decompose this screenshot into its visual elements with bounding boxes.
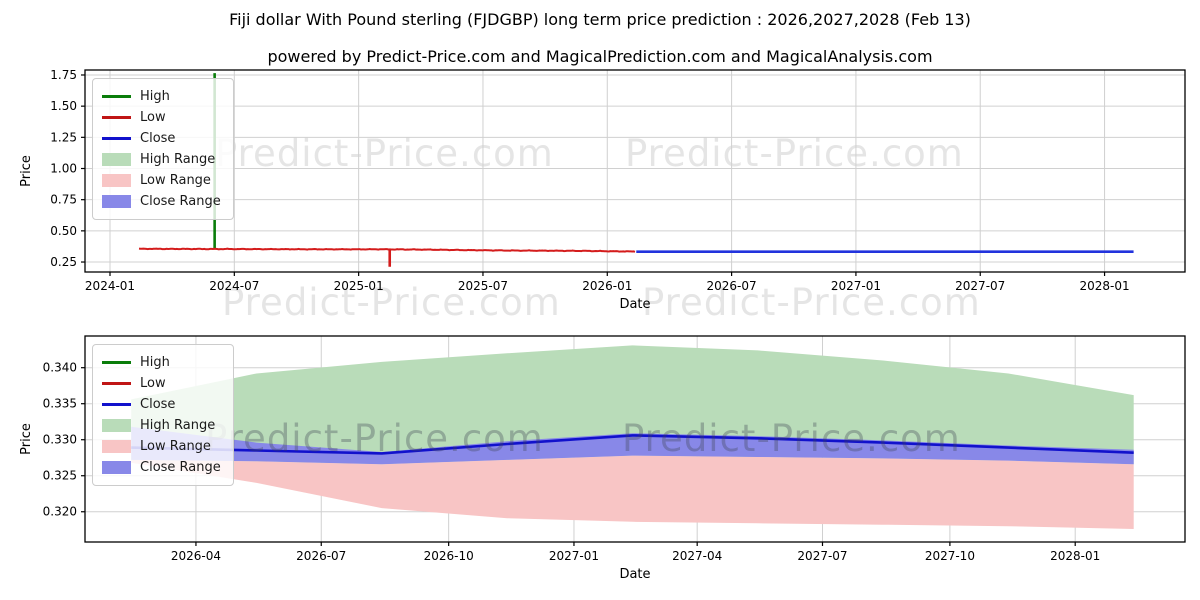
legend-item-label: High Range — [140, 418, 216, 433]
legend-item-label: High Range — [140, 152, 216, 167]
legend-patch-swatch — [102, 174, 131, 187]
legend-line-swatch — [102, 95, 131, 98]
history-legend: High Low Close High Range Low Range Close Ran… — [92, 78, 234, 220]
x-tick-label: 2027-07 — [955, 279, 1005, 293]
legend-item: Low Range — [102, 436, 221, 457]
x-tick-label: 2027-01 — [831, 279, 881, 293]
y-axis-label: Price — [19, 155, 34, 187]
x-tick-label: 2026-07 — [296, 549, 346, 563]
high-range-band — [131, 345, 1134, 465]
y-tick-label: 1.00 — [50, 162, 77, 176]
plot-border — [84, 69, 1186, 273]
y-tick-label: 0.25 — [50, 255, 77, 269]
legend-item: High — [102, 352, 221, 373]
legend-item: High Range — [102, 149, 221, 170]
x-tick-label: 2026-01 — [582, 279, 632, 293]
legend-patch-swatch — [102, 419, 131, 432]
legend-patch-swatch — [102, 461, 131, 474]
x-tick-label: 2025-07 — [458, 279, 508, 293]
legend-item: Close — [102, 128, 221, 149]
legend-line-swatch — [102, 382, 131, 385]
y-tick-label: 0.340 — [43, 361, 77, 375]
legend-line-swatch — [102, 361, 131, 364]
legend-patch-swatch — [102, 195, 131, 208]
x-tick-label: 2026-07 — [707, 279, 757, 293]
x-tick-label: 2026-04 — [171, 549, 221, 563]
legend-item-label: Low — [140, 110, 166, 125]
y-tick-label: 1.75 — [50, 68, 77, 82]
legend-item: High Range — [102, 415, 221, 436]
y-tick-label: 0.50 — [50, 224, 77, 238]
y-tick-label: 0.75 — [50, 193, 77, 207]
x-tick-label: 2024-01 — [85, 279, 135, 293]
low-history-line — [138, 247, 636, 253]
y-tick-label: 1.50 — [50, 99, 77, 113]
close-range-band — [131, 426, 1134, 465]
x-tick-label: 2027-04 — [672, 549, 722, 563]
page-title: Fiji dollar With Pound sterling (FJDGBP)… — [229, 10, 971, 29]
legend-patch-swatch — [102, 153, 131, 166]
plot-border — [84, 335, 1186, 543]
y-tick-label: 0.320 — [43, 505, 77, 519]
legend-item-label: Low — [140, 376, 166, 391]
legend-item-label: Close — [140, 131, 176, 146]
legend-line-swatch — [102, 403, 131, 406]
legend-item: Close Range — [102, 457, 221, 478]
x-tick-label: 2027-07 — [797, 549, 847, 563]
y-tick-label: 1.25 — [50, 130, 77, 144]
y-tick-label: 0.335 — [43, 397, 77, 411]
legend-item-label: High — [140, 355, 170, 370]
legend-line-swatch — [102, 116, 131, 119]
x-tick-label: 2024-07 — [209, 279, 259, 293]
legend-item: Close Range — [102, 191, 221, 212]
legend-item: Low Range — [102, 170, 221, 191]
legend-item: Low — [102, 373, 221, 394]
low-range-band — [131, 455, 1134, 529]
x-tick-label: 2026-10 — [424, 549, 474, 563]
forecast-legend: High Low Close High Range Low Range Close Ran… — [92, 344, 234, 486]
legend-item: High — [102, 86, 221, 107]
y-tick-label: 0.330 — [43, 433, 77, 447]
x-tick-label: 2027-10 — [925, 549, 975, 563]
legend-line-swatch — [102, 137, 131, 140]
x-tick-label: 2028-01 — [1050, 549, 1100, 563]
legend-item: Low — [102, 107, 221, 128]
page-subtitle: powered by Predict-Price.com and Magical… — [267, 47, 933, 66]
legend-item-label: Close Range — [140, 194, 221, 209]
legend-item: Close — [102, 394, 221, 415]
legend-patch-swatch — [102, 440, 131, 453]
x-tick-label: 2027-01 — [549, 549, 599, 563]
x-axis-label: Date — [619, 567, 650, 582]
y-axis-label: Price — [19, 423, 34, 455]
close-forecast-line — [131, 434, 1134, 455]
legend-item-label: Low Range — [140, 173, 211, 188]
x-tick-label: 2025-01 — [334, 279, 384, 293]
legend-item-label: Close Range — [140, 460, 221, 475]
legend-item-label: Close — [140, 397, 176, 412]
x-axis-label: Date — [619, 297, 650, 312]
legend-item-label: Low Range — [140, 439, 211, 454]
x-tick-label: 2028-01 — [1079, 279, 1129, 293]
legend-item-label: High — [140, 89, 170, 104]
y-tick-label: 0.325 — [43, 469, 77, 483]
